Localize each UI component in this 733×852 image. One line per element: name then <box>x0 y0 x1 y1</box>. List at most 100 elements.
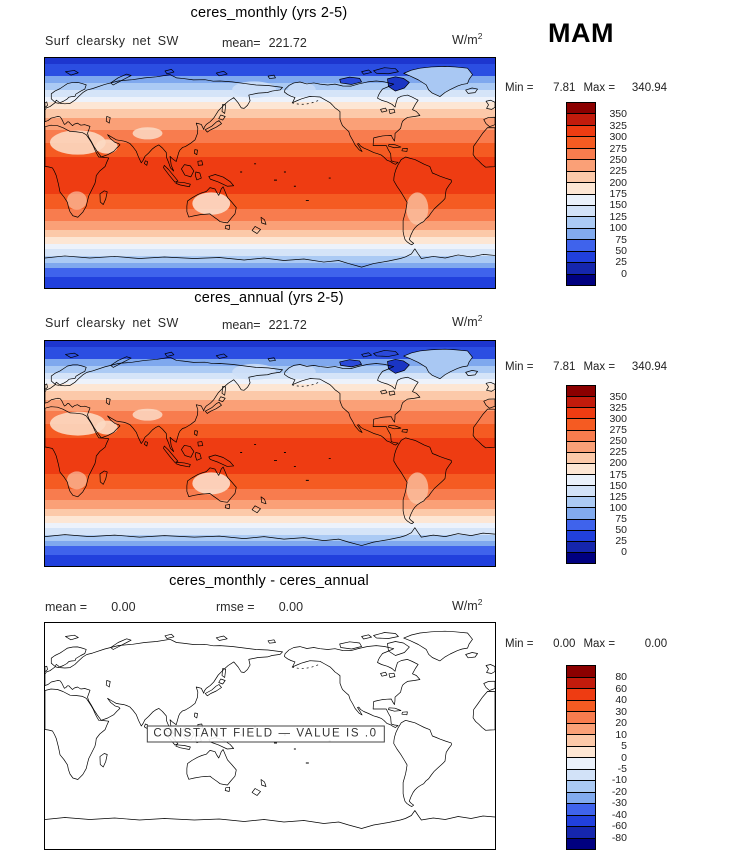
panel1-min-value: 7.81 <box>553 82 576 94</box>
map-band <box>45 473 495 490</box>
colorbar-tick-label: 300 <box>609 130 627 143</box>
map-band <box>45 384 495 392</box>
colorbar-tick-label: 80 <box>615 671 627 684</box>
colorbar-tick-label: 250 <box>609 435 627 448</box>
colorbar-segment <box>567 758 595 770</box>
colorbar-segment <box>567 827 595 839</box>
panel3-rmse-value: 0.00 <box>278 600 304 614</box>
colorbar-segment <box>567 781 595 793</box>
colorbar-tick-label: 150 <box>609 479 627 492</box>
colorbar-tick-label: 225 <box>609 165 627 177</box>
colorbar-tick-label: 350 <box>609 108 627 121</box>
map-band <box>45 255 495 264</box>
map-band <box>45 243 495 250</box>
colorbar-tick-label: 200 <box>609 457 627 470</box>
colorbar-tick-label: 225 <box>609 446 627 459</box>
colorbar-segment <box>567 274 595 285</box>
map-band <box>45 546 495 556</box>
panel1-max-label: Max = <box>583 82 616 94</box>
panel1-coastlines-map <box>45 65 495 268</box>
map-band <box>45 118 495 131</box>
colorbar-segment <box>567 148 595 161</box>
map-band <box>45 379 495 385</box>
panel1-colorbar: 350 325 300 275 250 225 200 175 150 125 100 75 50 25 0 <box>566 102 627 286</box>
map-band <box>45 341 495 348</box>
panel3-mean-label: mean = <box>45 600 88 614</box>
colorbar-segment <box>567 386 595 398</box>
colorbar-tick-label: 175 <box>609 468 627 481</box>
panel3-min-value: 0.00 <box>553 638 576 650</box>
colorbar-tick-label: -5 <box>617 762 627 775</box>
colorbar-tick-label: 5 <box>621 739 627 752</box>
colorbar-tick-label: 25 <box>615 256 627 268</box>
map-band <box>45 534 495 542</box>
panel3-units-label: W/m2 <box>452 597 483 614</box>
colorbar-tick-label: 75 <box>615 233 627 246</box>
panel1-max-value: 340.94 <box>631 82 668 94</box>
colorbar-segment <box>567 746 595 758</box>
colorbar-segment <box>567 103 595 115</box>
panel2-min-label: Min = <box>505 361 534 373</box>
colorbar-segment <box>567 171 595 184</box>
colorbar-segment <box>567 792 595 804</box>
colorbar-tick-label: 0 <box>621 545 627 558</box>
panel1-variable-label: Surf clearsky net SW <box>45 34 179 48</box>
colorbar-segment <box>567 408 595 420</box>
colorbar-segment <box>567 419 595 431</box>
colorbar-tick-label: 325 <box>609 401 627 414</box>
colorbar-segment <box>567 183 595 195</box>
panel2-units-label: W/m2 <box>452 313 483 330</box>
panel3-minmax-row: Min = 0.00 Max = 0.00 <box>505 638 667 650</box>
colorbar-tick-label: -10 <box>611 774 627 787</box>
colorbar-segment <box>567 552 595 563</box>
colorbar-segment <box>567 530 595 542</box>
map-band <box>45 102 495 110</box>
colorbar-tick-label: 150 <box>609 199 627 212</box>
map-band <box>45 276 495 288</box>
map-band <box>45 516 495 524</box>
colorbar-tick-label: 100 <box>609 501 627 514</box>
colorbar-tick-label: -40 <box>611 808 627 821</box>
map-band <box>45 76 495 84</box>
panel3-rmse-label: rmse = <box>216 600 255 614</box>
colorbar-segment <box>567 838 595 849</box>
panel2-max-value: 340.94 <box>631 361 668 373</box>
colorbar-segment <box>567 689 595 701</box>
map-band <box>45 230 495 238</box>
colorbar-segment <box>567 205 595 218</box>
panel2-minmax-row: Min = 7.81 Max = 340.94 <box>505 361 667 373</box>
colorbar-segment <box>567 712 595 724</box>
colorbar-tick-label: 125 <box>609 490 627 503</box>
map-band <box>45 236 495 245</box>
colorbar-tick-label: 0 <box>621 267 627 280</box>
colorbar-tick-label: 100 <box>609 221 627 234</box>
panel2-mean-value: 221.72 <box>268 318 307 332</box>
colorbar-segment <box>567 769 595 781</box>
map-band <box>45 554 495 566</box>
map-band <box>45 109 495 119</box>
panel1-map <box>44 57 496 289</box>
colorbar-segment <box>567 541 595 553</box>
panel1-minmax-row: Min = 7.81 Max = 340.94 <box>505 82 667 94</box>
map-band <box>45 522 495 529</box>
colorbar-segments <box>567 666 595 849</box>
panel1-mean-stat: mean= 221.72 <box>222 36 307 50</box>
panel2-map <box>44 340 496 567</box>
colorbar-segment <box>567 475 595 487</box>
colorbar-tick-label: -20 <box>611 785 627 798</box>
colorbar-tick-label: 175 <box>609 187 627 200</box>
colorbar-segment <box>567 508 595 520</box>
colorbar-segment <box>567 441 595 453</box>
panel3-min-label: Min = <box>505 638 534 650</box>
panel3-rmse-stat: rmse = 0.00 <box>216 600 303 614</box>
colorbar-segment <box>567 160 595 172</box>
panel1-mean-value: 221.72 <box>268 36 307 50</box>
colorbar-segment <box>567 217 595 229</box>
panel2-title: ceres_annual (yrs 2-5) <box>194 290 344 306</box>
map-band <box>45 143 495 158</box>
colorbar-segment <box>567 263 595 275</box>
panel3-map: CONSTANT FIELD — VALUE IS .0 <box>44 622 496 850</box>
colorbar-segment <box>567 137 595 149</box>
panel3-title: ceres_monthly - ceres_annual <box>169 573 369 589</box>
